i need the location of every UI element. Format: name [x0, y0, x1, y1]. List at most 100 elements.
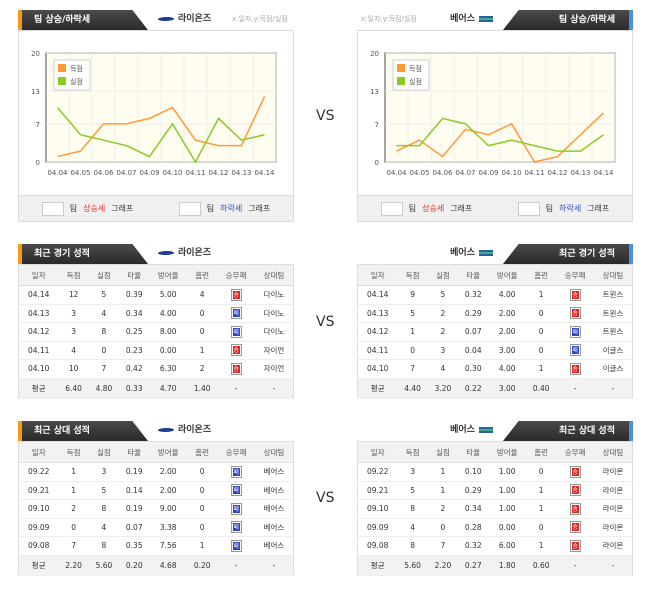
- legend-swatch: [397, 64, 405, 72]
- table-row: 04.14 12 5 0.39 5.00 4 승 다이노: [18, 285, 294, 305]
- cell: 4: [58, 341, 89, 360]
- recent-games-table: 일자 득점 실점 타율 방어율 홈런 승무패 상대팀 04.14 12 5 0.39 5.00 4 승 다이노…: [18, 264, 294, 399]
- cell: 3.00: [488, 341, 526, 360]
- cell: 5: [88, 481, 120, 500]
- cell: -: [556, 378, 594, 399]
- cell: 4: [427, 359, 459, 379]
- cell: 09.21: [18, 481, 59, 500]
- cell: 베어스: [254, 462, 294, 482]
- uptrend-graph-button[interactable]: 팀 상승세 그래프: [41, 201, 133, 216]
- cell: 다이노: [254, 285, 294, 305]
- head-to-head-table: 일자 득점 실점 타율 방어율 홈런 승무패 상대팀 09.22 3 1 0.10 1.00 0 승 라이온 0…: [357, 441, 633, 576]
- x-tick-label: 04.13: [570, 169, 590, 177]
- cell: 4.40: [397, 378, 428, 399]
- result-badge: 승: [569, 362, 581, 375]
- team-name: 베어스: [450, 10, 493, 28]
- column-header: 승무패: [556, 441, 594, 463]
- cell: 7: [427, 536, 459, 556]
- cell: -: [254, 555, 294, 576]
- cell: 0: [187, 499, 218, 519]
- header-row: 일자 득점 실점 타율 방어율 홈런 승무패 상대팀: [357, 441, 633, 463]
- column-header: 일자: [357, 264, 398, 286]
- cell: 라이온: [593, 536, 633, 556]
- table-row: 09.22 3 1 0.10 1.00 0 승 라이온: [357, 462, 633, 482]
- trend-chart: 04.04 04.05 04.06 04.07 04.09 04.10 04.11 04.12…: [18, 30, 294, 222]
- cell: 5: [88, 285, 120, 305]
- axis-note: x:일자,y:득점/실점: [232, 15, 288, 23]
- column-header: 승무패: [217, 441, 255, 463]
- cell: 8: [88, 536, 120, 556]
- column-header: 홈런: [187, 264, 218, 286]
- result-badge: 승: [230, 344, 242, 357]
- cell: 8.00: [149, 322, 187, 342]
- result-badge: 패: [230, 307, 242, 320]
- table-row: 09.09 0 4 0.07 3.38 0 패 베어스: [18, 518, 294, 537]
- cell: 자이언: [254, 359, 294, 379]
- result-badge: 승: [230, 362, 242, 375]
- cell: 6.00: [488, 536, 526, 556]
- cell: 0.07: [458, 322, 489, 342]
- lions-trend-panel: 팀 상승/하락세 라이온즈 x:일자,y:득점/실점 04.04 04.05 04.…: [18, 10, 294, 222]
- column-header: 방어율: [149, 441, 187, 463]
- table-row: 09.08 7 8 0.35 7.56 1 패 베어스: [18, 536, 294, 556]
- bears-logo-icon: [479, 15, 493, 22]
- cell: 09.10: [18, 499, 59, 519]
- table-row: 04.10 10 7 0.42 6.30 2 승 자이언: [18, 359, 294, 379]
- graph-icon: [178, 201, 201, 216]
- cell: 2: [58, 499, 89, 519]
- cell: 1: [58, 481, 89, 500]
- cell: 0.20: [119, 555, 150, 576]
- cell: 09.22: [18, 462, 59, 482]
- cell: 3.38: [149, 518, 187, 537]
- cell: 1: [187, 341, 218, 360]
- cell: 4: [88, 304, 120, 323]
- cell: 3: [88, 462, 120, 482]
- cell: 1: [427, 481, 459, 500]
- downtrend-graph-button[interactable]: 팀 하락세 그래프: [178, 201, 270, 216]
- cell: 6.30: [149, 359, 187, 379]
- cell: 09.08: [357, 536, 398, 556]
- result-badge: 승: [569, 465, 581, 478]
- column-header: 홈런: [526, 264, 557, 286]
- recent-games-table: 일자 득점 실점 타율 방어율 홈런 승무패 상대팀 04.14 9 5 0.32 4.00 1 승 트윈스 0…: [357, 264, 633, 399]
- header-row: 일자 득점 실점 타율 방어율 홈런 승무패 상대팀: [18, 264, 294, 286]
- table-row: 04.13 5 2 0.29 2.00 0 승 트윈스: [357, 304, 633, 323]
- cell: 3.20: [427, 378, 459, 399]
- cell: 0.34: [119, 304, 150, 323]
- cell: 1.00: [488, 499, 526, 519]
- cell: 12: [58, 285, 89, 305]
- x-tick-label: 04.14: [593, 169, 614, 177]
- cell: 트윈스: [593, 304, 633, 323]
- cell: 0.27: [458, 555, 489, 576]
- cell: 1.80: [488, 555, 526, 576]
- y-tick-label: 7: [36, 121, 40, 129]
- trend-chart: 04.04 04.05 04.06 04.07 04.09 04.10 04.11 04.12…: [357, 30, 633, 222]
- cell: 1: [427, 462, 459, 482]
- cell: 8: [397, 499, 428, 519]
- uptrend-graph-button[interactable]: 팀 상승세 그래프: [380, 201, 472, 216]
- x-tick-label: 04.05: [70, 169, 90, 177]
- lions-logo-icon: [157, 250, 175, 255]
- cell: 0.19: [119, 462, 150, 482]
- cell: 4.00: [488, 359, 526, 379]
- cell: 0.32: [458, 536, 489, 556]
- column-header: 방어율: [488, 441, 526, 463]
- trend-chart-svg: 04.04 04.05 04.06 04.07 04.09 04.10 04.11 04.12…: [31, 50, 277, 177]
- x-tick-label: 04.14: [254, 169, 275, 177]
- cell: 04.13: [18, 304, 59, 323]
- cell: 0: [427, 518, 459, 537]
- downtrend-graph-button[interactable]: 팀 하락세 그래프: [517, 201, 609, 216]
- cell: 04.12: [357, 322, 398, 342]
- cell: 1: [526, 481, 557, 500]
- cell: 이글스: [593, 341, 633, 360]
- cell: 1.00: [488, 481, 526, 500]
- cell: 3: [427, 341, 459, 360]
- column-header: 홈런: [526, 441, 557, 463]
- cell: 4: [187, 285, 218, 305]
- cell: 4.68: [149, 555, 187, 576]
- cell: 다이노: [254, 304, 294, 323]
- column-header: 실점: [427, 264, 459, 286]
- lions-logo-icon: [157, 16, 175, 21]
- table-row: 09.10 2 8 0.19 9.00 0 패 베어스: [18, 499, 294, 519]
- cell: 2.00: [149, 462, 187, 482]
